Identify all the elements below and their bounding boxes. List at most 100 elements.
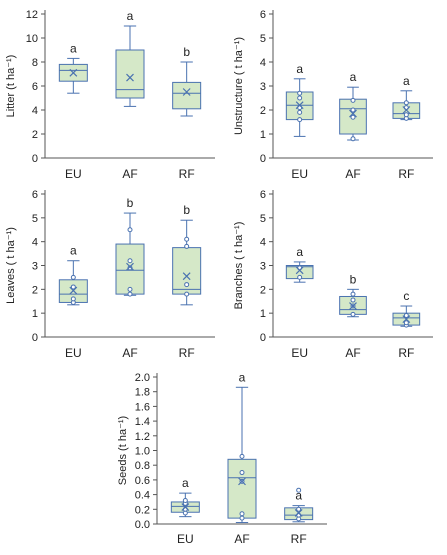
mean-marker — [181, 503, 190, 512]
box-af: a — [339, 70, 367, 142]
mean-marker — [295, 101, 304, 110]
iqr-box — [115, 49, 145, 99]
y-tick-label: 4 — [32, 237, 38, 249]
y-tick-label: 1.2 — [135, 431, 150, 443]
significance-letter: a — [403, 74, 410, 88]
box-eu: a — [285, 62, 314, 137]
data-point — [350, 107, 356, 113]
y-tick-label: 3 — [32, 261, 38, 273]
y-tick-label: 2 — [32, 129, 38, 141]
seeds-chart-svg: 0.0 0.2 0.4 0.6 0.8 1.0 1.2 1.4 1.6 1.8 2.0 Seeds (… — [117, 370, 327, 546]
mean-marker — [402, 106, 411, 114]
significance-letter: a — [70, 41, 77, 55]
iqr-box — [172, 247, 202, 295]
data-point — [184, 282, 190, 288]
data-point — [239, 453, 245, 459]
y-tick-label: 6 — [32, 189, 38, 201]
x-category-label: RF — [179, 167, 195, 181]
x-category-label: AF — [345, 346, 360, 360]
data-point — [296, 487, 302, 493]
y-axis-label: Litter (t ha⁻¹) — [5, 55, 17, 118]
branches-chart: 0 1 2 3 4 5 6 Branches ( t ha⁻¹) EU AF RF a b c — [228, 183, 447, 365]
y-tick-label: 12 — [26, 9, 38, 21]
data-point — [350, 297, 356, 303]
data-point — [70, 284, 76, 290]
y-tick-label: 2.0 — [135, 372, 150, 384]
iqr-box — [227, 458, 257, 519]
significance-letter: a — [182, 476, 189, 490]
x-category-label: AF — [234, 532, 249, 546]
iqr-box — [172, 81, 202, 110]
box-rf: b — [172, 203, 202, 306]
box-eu: a — [58, 244, 88, 306]
significance-letter: b — [183, 45, 190, 59]
y-tick-label: 3 — [260, 261, 266, 273]
y-axis-label: Unstructure ( t ha⁻¹) — [233, 37, 245, 135]
significance-letter: a — [350, 70, 357, 84]
y-tick-label: 2 — [260, 105, 266, 117]
data-point — [70, 274, 76, 280]
y-tick-label: 0 — [260, 332, 266, 344]
box-rf: c — [392, 289, 421, 328]
data-point — [239, 511, 245, 517]
data-point — [127, 291, 133, 297]
y-tick-label: 1.6 — [135, 401, 150, 413]
data-point — [297, 109, 303, 115]
mean-marker — [294, 509, 303, 517]
significance-letter: b — [350, 272, 357, 286]
mean-marker — [402, 315, 411, 324]
mean-marker — [126, 262, 134, 271]
data-point — [297, 95, 303, 101]
box-rf: a — [392, 74, 421, 121]
y-tick-label: 1 — [260, 129, 266, 141]
x-category-label: RF — [179, 346, 195, 360]
data-point — [184, 243, 190, 249]
y-axis-label: Leaves ( t ha⁻¹) — [5, 227, 17, 304]
data-point — [127, 227, 133, 233]
significance-letter: b — [127, 196, 134, 210]
y-tick-label: 0.4 — [135, 490, 150, 502]
x-category-label: AF — [122, 346, 137, 360]
y-tick-label: 5 — [32, 213, 38, 225]
significance-letter: a — [296, 245, 303, 259]
y-tick-label: 0 — [32, 153, 38, 165]
y-tick-label: 3 — [260, 81, 266, 93]
data-point — [239, 470, 245, 476]
y-tick-label: 5 — [260, 213, 266, 225]
x-category-label: EU — [291, 167, 308, 181]
data-point — [184, 291, 190, 297]
y-tick-label: 4 — [260, 237, 266, 249]
data-point — [350, 311, 356, 317]
mean-marker — [182, 88, 191, 96]
mean-marker — [182, 272, 191, 281]
y-axis-label: Branches ( t ha⁻¹) — [233, 222, 245, 310]
y-tick-label: 1.0 — [135, 446, 150, 458]
seeds-chart: 0.0 0.2 0.4 0.6 0.8 1.0 1.2 1.4 1.6 1.8 2.0 Seeds (… — [112, 365, 340, 550]
mean-marker — [349, 109, 357, 118]
data-point — [350, 97, 356, 103]
data-point — [127, 258, 133, 264]
data-point — [350, 114, 356, 120]
x-category-label: AF — [122, 167, 137, 181]
mean-marker — [126, 73, 134, 82]
y-tick-label: 10 — [26, 33, 38, 45]
data-point — [403, 112, 409, 118]
leaves-chart: 0 1 2 3 4 5 6 Leaves ( t ha⁻¹) EU AF RF a b b — [0, 183, 228, 365]
y-tick-label: 6 — [260, 9, 266, 21]
box-eu: a — [170, 476, 200, 518]
unstructure-chart: 0 1 2 3 4 5 6 Unstructure ( t ha⁻¹) EU AF RF a a a — [228, 0, 447, 188]
data-point — [297, 117, 303, 123]
box-eu: a — [285, 245, 314, 283]
data-point — [403, 320, 409, 326]
box-eu: a — [58, 41, 88, 94]
y-tick-label: 0.2 — [135, 504, 150, 516]
data-point — [350, 291, 356, 297]
x-category-label: RF — [291, 532, 307, 546]
data-point — [70, 296, 76, 302]
y-tick-label: 1 — [32, 308, 38, 320]
x-category-label: EU — [65, 346, 82, 360]
unstructure-chart-svg: 0 1 2 3 4 5 6 Unstructure ( t ha⁻¹) EU AF RF a a a — [233, 9, 433, 181]
x-category-label: EU — [291, 346, 308, 360]
mean-marker — [295, 266, 304, 275]
y-tick-label: 8 — [32, 57, 38, 69]
